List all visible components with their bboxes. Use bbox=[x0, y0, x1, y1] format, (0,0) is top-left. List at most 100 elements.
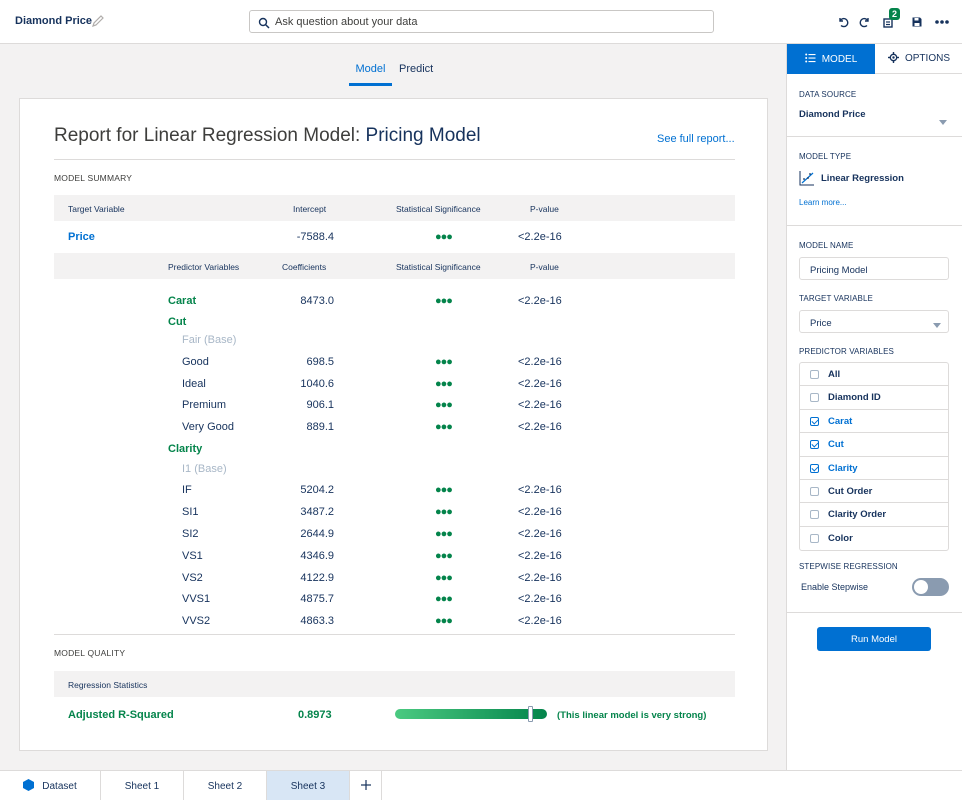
tab-sheet-2[interactable]: Sheet 2 bbox=[184, 771, 267, 800]
top-bar: Diamond Price 2 bbox=[0, 0, 962, 44]
model-name-label: MODEL NAME bbox=[799, 241, 854, 250]
learn-more-link[interactable]: Learn more... bbox=[799, 198, 847, 207]
predictor-option[interactable]: Diamond ID bbox=[800, 386, 948, 410]
checkbox[interactable] bbox=[810, 486, 819, 496]
checkbox[interactable] bbox=[810, 416, 819, 426]
quality-bar bbox=[395, 706, 547, 722]
tab-predict[interactable]: Predict bbox=[399, 63, 434, 75]
predictor-option[interactable]: Color bbox=[800, 527, 948, 550]
predictor-row-label: SI2 bbox=[182, 528, 199, 540]
predictor-option[interactable]: Carat bbox=[800, 410, 948, 434]
predictor-option[interactable]: Clarity bbox=[800, 457, 948, 480]
checkbox[interactable] bbox=[810, 370, 819, 379]
adjusted-r-squared-label: Adjusted R-Squared bbox=[68, 709, 174, 721]
predictor-row-label: IF bbox=[182, 484, 192, 496]
divider bbox=[54, 159, 735, 160]
tab-model[interactable]: Model bbox=[349, 62, 392, 86]
adjusted-r-squared-value: 0.8973 bbox=[298, 709, 332, 721]
model-name-input[interactable]: Pricing Model bbox=[799, 257, 949, 280]
model-summary-label: MODEL SUMMARY bbox=[54, 173, 133, 183]
plus-icon bbox=[360, 779, 371, 793]
tab-dataset[interactable]: Dataset bbox=[0, 771, 101, 800]
run-model-button[interactable]: Run Model bbox=[817, 627, 931, 651]
predictor-option-label: Cut Order bbox=[828, 485, 873, 497]
search-input[interactable] bbox=[275, 11, 705, 32]
significance-dots: ●●● bbox=[435, 231, 453, 243]
predictor-header-row: Predictor Variables Coefficients Statist… bbox=[54, 253, 735, 279]
predictor-row-label: Very Good bbox=[182, 421, 234, 433]
checkbox[interactable] bbox=[810, 393, 819, 403]
changes-icon[interactable] bbox=[879, 12, 897, 32]
pvalue-value: <2.2e-16 bbox=[518, 399, 562, 411]
pvalue-value: <2.2e-16 bbox=[518, 484, 562, 496]
pvalue-value: <2.2e-16 bbox=[518, 593, 562, 605]
predictor-row-label: I1 (Base) bbox=[182, 463, 227, 475]
pencil-icon[interactable] bbox=[91, 14, 105, 28]
regression-header-row: Regression Statistics bbox=[54, 671, 735, 697]
model-type-label: MODEL TYPE bbox=[799, 152, 852, 161]
predictor-option-label: All bbox=[828, 369, 841, 380]
checkbox[interactable] bbox=[810, 463, 819, 473]
divider bbox=[787, 136, 962, 137]
checkbox[interactable] bbox=[810, 510, 819, 520]
predictor-checklist: All Diamond ID Carat Cut Clarity Cut Order Cla… bbox=[799, 362, 949, 552]
redo-icon[interactable] bbox=[856, 12, 874, 32]
checkbox[interactable] bbox=[810, 440, 819, 450]
significance-header: Statistical Significance bbox=[396, 262, 481, 272]
predictor-option-label: Carat bbox=[828, 415, 853, 427]
predictor-option-label: Color bbox=[828, 532, 853, 544]
search-icon bbox=[258, 16, 270, 29]
bottom-tab-bar: Dataset Sheet 1 Sheet 2 Sheet 3 bbox=[0, 770, 962, 800]
data-source-value[interactable]: Diamond Price bbox=[799, 109, 866, 120]
predictor-row-label: Good bbox=[182, 356, 209, 368]
model-type-value: Linear Regression bbox=[821, 173, 904, 184]
target-variable-select[interactable]: Price bbox=[799, 310, 949, 333]
panel-tab-options[interactable]: OPTIONS bbox=[875, 44, 962, 74]
coefficient-value: 4875.7 bbox=[300, 593, 334, 605]
stepwise-toggle[interactable] bbox=[912, 578, 949, 596]
target-variable-label: TARGET VARIABLE bbox=[799, 294, 873, 303]
main-area: Model Predict Report for Linear Regressi… bbox=[0, 44, 786, 770]
predictor-row-label: VVS1 bbox=[182, 593, 211, 605]
checkbox[interactable] bbox=[810, 533, 819, 543]
significance-dots: ●●● bbox=[435, 399, 453, 411]
intercept-value: -7588.4 bbox=[296, 231, 334, 243]
tab-sheet-1[interactable]: Sheet 1 bbox=[101, 771, 184, 800]
changes-badge: 2 bbox=[889, 8, 901, 20]
report-title-name: Pricing Model bbox=[365, 125, 481, 146]
coefficient-value: 889.1 bbox=[306, 421, 334, 433]
report-title-prefix: Report for Linear Regression Model: bbox=[54, 125, 361, 146]
stepwise-toggle-label: Enable Stepwise bbox=[801, 582, 869, 592]
undo-icon[interactable] bbox=[834, 12, 852, 32]
save-icon[interactable] bbox=[908, 12, 926, 32]
panel-tab-model[interactable]: MODEL bbox=[787, 44, 875, 74]
tab-sheet-2-label: Sheet 2 bbox=[207, 780, 243, 792]
predictor-option[interactable]: Cut bbox=[800, 433, 948, 457]
add-sheet-button[interactable] bbox=[350, 771, 382, 800]
predictor-row-label: Cut bbox=[168, 316, 187, 328]
predictor-option[interactable]: Cut Order bbox=[800, 480, 948, 504]
list-icon bbox=[804, 53, 816, 66]
chevron-down-icon[interactable] bbox=[939, 112, 947, 130]
predictor-row-label: Fair (Base) bbox=[182, 334, 237, 346]
predictor-option[interactable]: All bbox=[800, 363, 948, 387]
data-source-label: DATA SOURCE bbox=[799, 90, 857, 99]
panel-tab-options-label: OPTIONS bbox=[904, 53, 950, 64]
pvalue-value: <2.2e-16 bbox=[518, 378, 562, 390]
panel-tab-model-label: MODEL bbox=[821, 53, 858, 65]
see-full-report-link[interactable]: See full report... bbox=[657, 133, 735, 145]
search-box[interactable] bbox=[249, 10, 714, 33]
target-variable-header: Target Variable bbox=[68, 204, 125, 214]
predictor-option-label: Clarity bbox=[828, 462, 858, 474]
significance-header: Statistical Significance bbox=[396, 204, 481, 214]
pvalue-value: <2.2e-16 bbox=[518, 572, 562, 584]
predictor-option[interactable]: Clarity Order bbox=[800, 503, 948, 527]
pvalue-header: P-value bbox=[530, 262, 559, 272]
tab-sheet-3[interactable]: Sheet 3 bbox=[267, 771, 350, 800]
pvalue-header: P-value bbox=[530, 204, 559, 214]
more-icon[interactable] bbox=[933, 12, 951, 32]
tab-dataset-label: Dataset bbox=[42, 780, 77, 792]
quality-bar-marker bbox=[528, 706, 533, 722]
predictor-row-label: VVS2 bbox=[182, 615, 211, 627]
significance-dots: ●●● bbox=[435, 295, 453, 307]
